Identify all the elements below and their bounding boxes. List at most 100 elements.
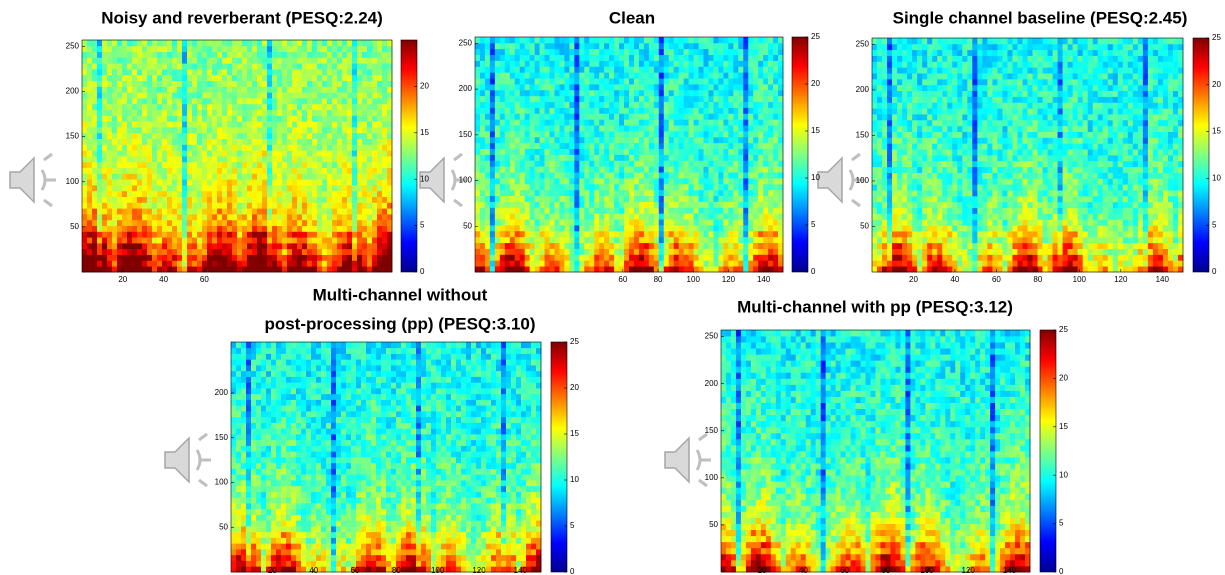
spectrogram-cell [362, 243, 367, 249]
spectrogram-cell [327, 139, 332, 145]
spectrogram-cell [97, 231, 102, 237]
spectrogram-cell [387, 220, 392, 226]
spectrogram-cell [535, 213, 540, 219]
spectrogram-cell [102, 52, 107, 58]
spectrogram-cell [594, 166, 599, 172]
spectrogram-cell [684, 143, 689, 149]
spectrogram-cell [357, 231, 362, 237]
spectrogram-cell [132, 260, 137, 266]
spectrogram-cell [167, 168, 172, 174]
spectrogram-cell [357, 144, 362, 150]
spectrogram-cell [634, 108, 639, 114]
spectrogram-cell [162, 127, 167, 133]
spectrogram-cell [639, 202, 644, 208]
spectrogram-cell [252, 191, 257, 197]
spectrogram-cell [352, 173, 357, 179]
spectrogram-cell [252, 139, 257, 145]
spectrogram-cell [699, 84, 704, 90]
spectrogram-cell [584, 184, 589, 190]
spectrogram-cell [197, 266, 202, 272]
spectrogram-cell [277, 75, 282, 81]
spectrogram-cell [222, 237, 227, 243]
spectrogram-cell [132, 214, 137, 220]
spectrogram-cell [569, 61, 574, 67]
spectrogram-cell [644, 84, 649, 90]
spectrogram-cell [659, 243, 664, 249]
spectrogram-cell [649, 243, 654, 249]
spectrogram-cell [624, 90, 629, 96]
spectrogram-cell [763, 243, 768, 249]
spectrogram-cell [267, 57, 272, 63]
spectrogram-cell [490, 149, 495, 155]
spectrogram-cell [302, 127, 307, 133]
spectrogram-cell [222, 220, 227, 226]
spectrogram-cell [357, 127, 362, 133]
spectrogram-cell [332, 266, 337, 272]
spectrogram-cell [589, 196, 594, 202]
spectrogram-cell [669, 243, 674, 249]
spectrogram-cell [520, 96, 525, 102]
spectrogram-cell [768, 207, 773, 213]
spectrogram-cell [490, 160, 495, 166]
spectrogram-cell [723, 37, 728, 43]
spectrogram-cell [604, 172, 609, 178]
spectrogram-cell [530, 266, 535, 272]
spectrogram-cell [584, 84, 589, 90]
speaker-icon[interactable] [165, 434, 211, 486]
spectrogram-cell [202, 127, 207, 133]
spectrogram-cell [579, 49, 584, 55]
spectrogram-cell [307, 115, 312, 121]
spectrogram-cell [554, 49, 559, 55]
spectrogram-cell [475, 78, 480, 84]
spectrogram-cell [679, 49, 684, 55]
spectrogram-cell [594, 155, 599, 161]
spectrogram-cell [748, 55, 753, 61]
spectrogram-cell [515, 155, 520, 161]
spectrogram-cell [197, 168, 202, 174]
spectrogram-cell [242, 40, 247, 46]
spectrogram-cell [505, 125, 510, 131]
spectrogram-cell [584, 137, 589, 143]
spectrogram-cell [584, 78, 589, 84]
speaker-icon[interactable] [10, 154, 56, 206]
spectrogram-cell [495, 190, 500, 196]
spectrogram-cell [530, 78, 535, 84]
spectrogram-cell [192, 110, 197, 116]
spectrogram-cell [207, 46, 212, 52]
spectrogram-cell [704, 90, 709, 96]
spectrogram-cell [624, 96, 629, 102]
spectrogram-cell [357, 121, 362, 127]
spectrogram-cell [713, 72, 718, 78]
spectrogram-cell [525, 113, 530, 119]
spectrogram-cell [753, 172, 758, 178]
spectrogram-cell [545, 72, 550, 78]
spectrogram-cell [554, 78, 559, 84]
spectrogram-cell [768, 155, 773, 161]
spectrogram-cell [579, 96, 584, 102]
spectrogram-cell [545, 84, 550, 90]
spectrogram-cell [227, 179, 232, 185]
spectrogram-cell [142, 220, 147, 226]
spectrogram-cell [515, 90, 520, 96]
spectrogram-cell [142, 98, 147, 104]
spectrogram-cell [634, 231, 639, 237]
spectrogram-cell [614, 219, 619, 225]
spectrogram-cell [475, 90, 480, 96]
spectrogram-cell [252, 63, 257, 69]
spectrogram-cell [227, 139, 232, 145]
spectrogram-cell [372, 168, 377, 174]
spectrogram-cell [307, 92, 312, 98]
spectrogram-cell [684, 90, 689, 96]
spectrogram-cell [242, 249, 247, 255]
spectrogram-cell [500, 149, 505, 155]
spectrogram-cell [679, 113, 684, 119]
spectrogram-cell [748, 207, 753, 213]
spectrogram-cell [540, 166, 545, 172]
spectrogram-cell [332, 46, 337, 52]
spectrogram-cell [137, 237, 142, 243]
spectrogram-cell [694, 137, 699, 143]
spectrogram-cell [644, 96, 649, 102]
spectrogram-cell [554, 190, 559, 196]
spectrogram-cell [733, 207, 738, 213]
spectrogram-cell [92, 173, 97, 179]
